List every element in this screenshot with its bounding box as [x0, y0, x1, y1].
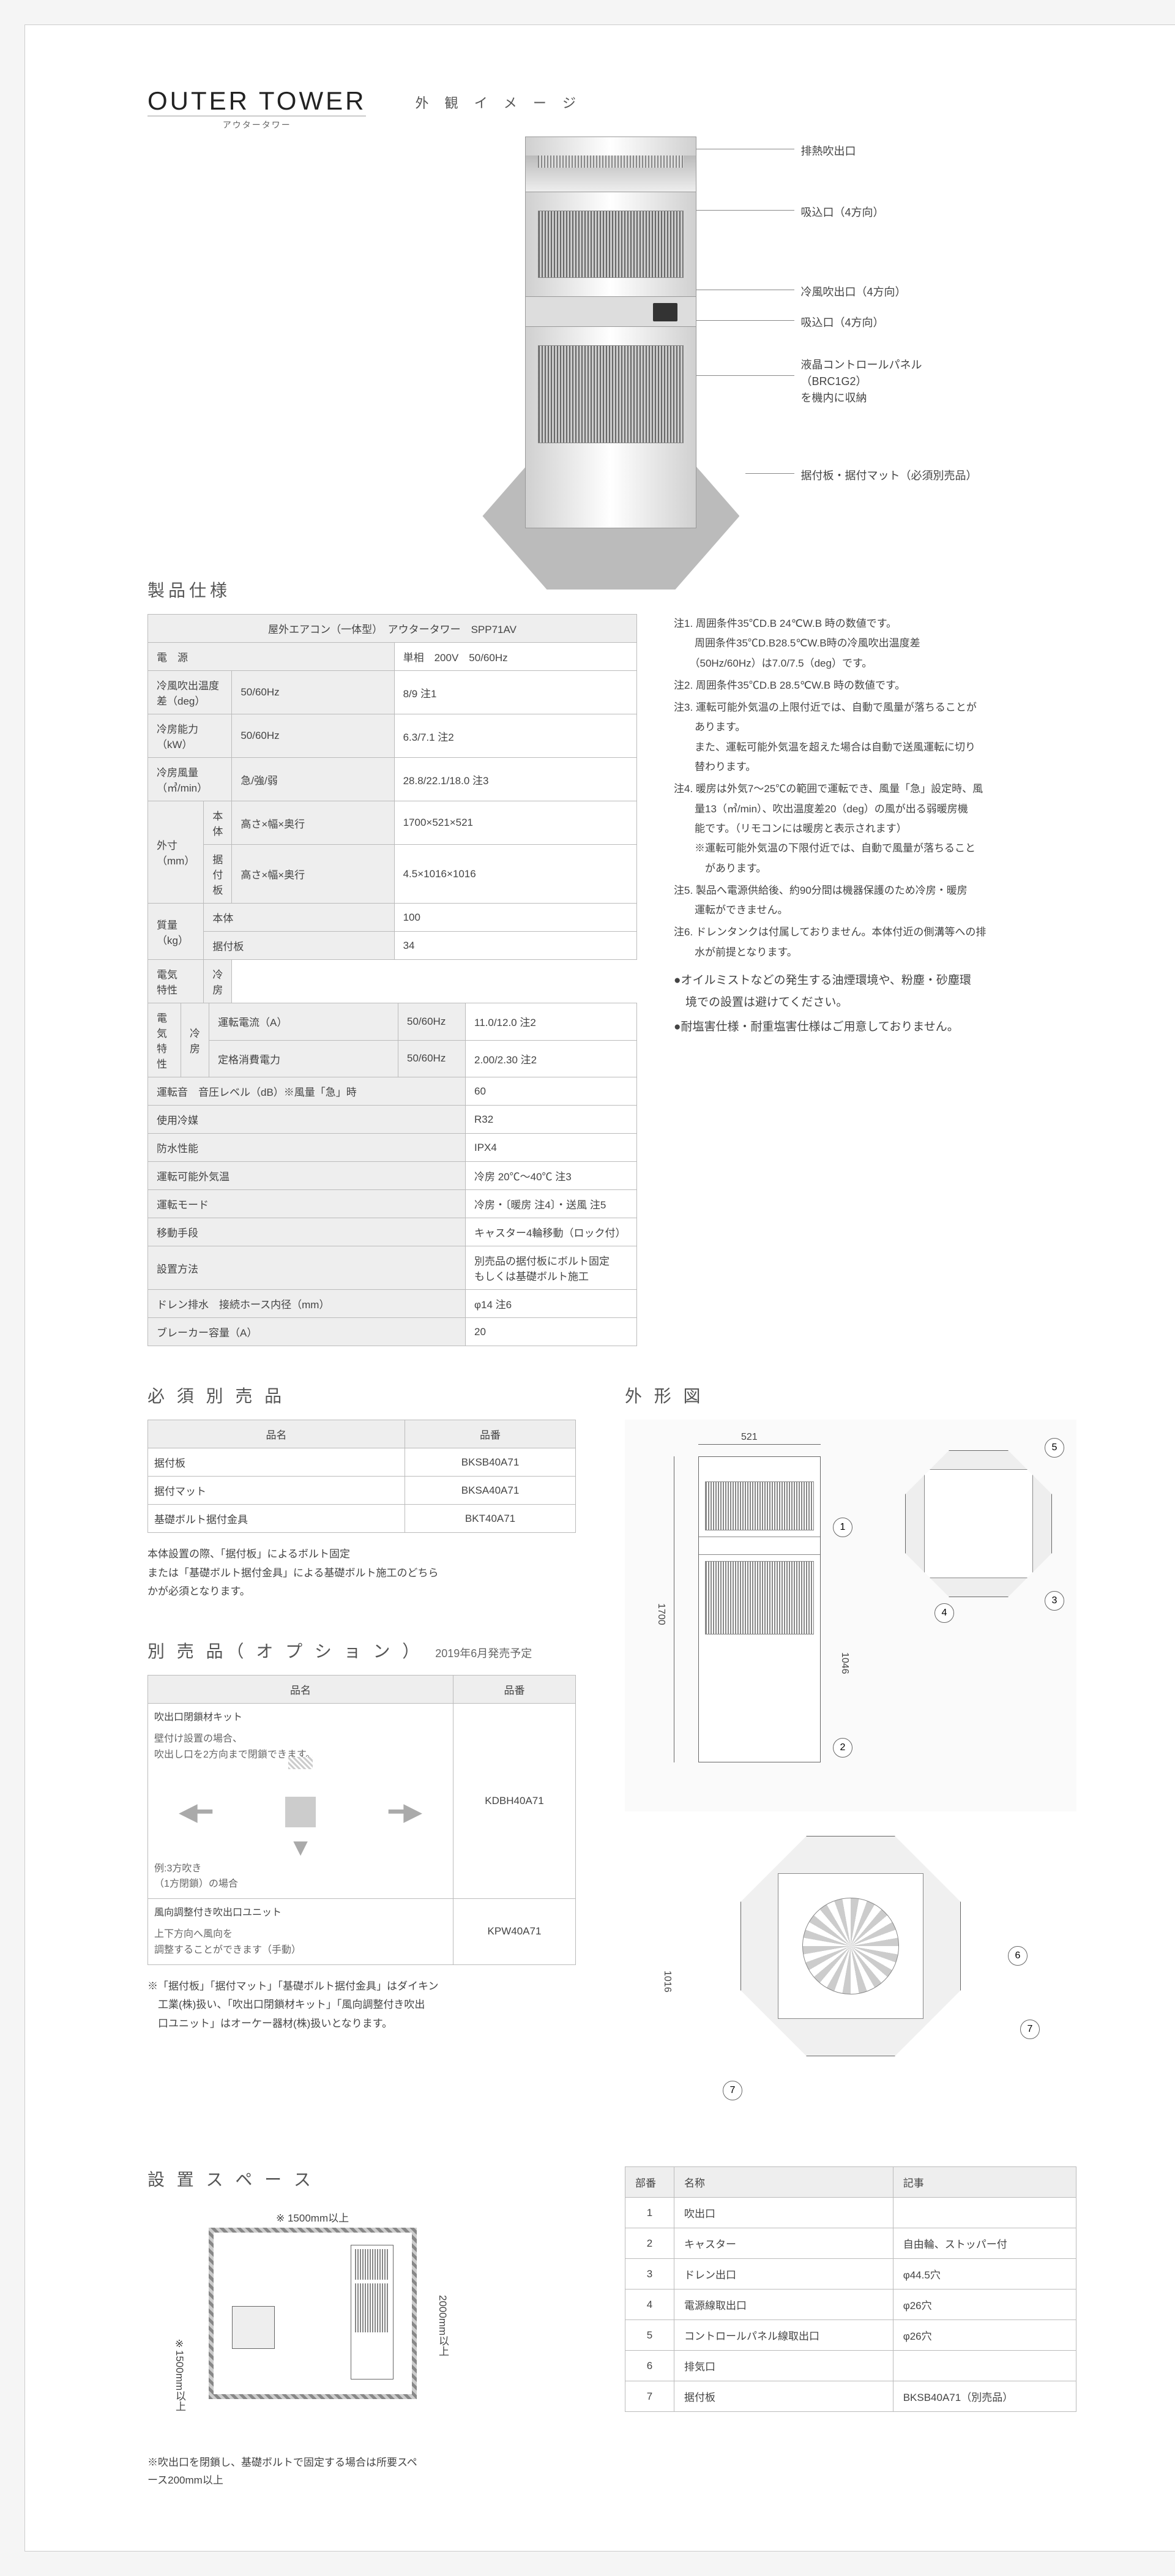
- callout-1: 1: [833, 1518, 852, 1537]
- callout-2: 2: [833, 1738, 852, 1758]
- section-required-title: 必 須 別 売 品: [147, 1383, 576, 1407]
- options-table: 品名品番 吹出口閉鎖材キット 壁付け設置の場合、 吹出し口を2方向まで閉鎖できま…: [147, 1675, 576, 1965]
- section-options-title: 別 売 品（ オ プ シ ョ ン ）: [147, 1638, 423, 1663]
- required-note: 本体設置の際、「据付板」によるボルト固定 または「基礎ボルト据付金具」による基礎…: [147, 1545, 576, 1601]
- callout-7: 7: [1020, 2020, 1040, 2039]
- hero-image: 排熱吹出口 吸込口（4方向） 冷風吹出口（4方向） 吸込口（4方向） 液晶コント…: [476, 112, 1076, 553]
- callout-coldout: 冷風吹出口（4方向）: [800, 283, 906, 299]
- options-footnote: ※「据付板」「据付マット」「基礎ボルト据付金具」はダイキン 工業(株)扱い、「吹…: [147, 1977, 576, 2034]
- release-date: 2019年6月発売予定: [435, 1645, 532, 1661]
- parts-table: 部番名称記事 1吹出口 2キャスター自由輪、ストッパー付 3ドレン出口φ44.5…: [625, 2166, 1076, 2412]
- logo-text: OUTER TOWER: [147, 86, 366, 116]
- required-table: 品名品番 据付板BKSB40A71 据付マットBKSA40A71 基礎ボルト据付…: [147, 1420, 576, 1533]
- spec-table: 屋外エアコン（一体型） アウタータワー SPP71AV 電 源単相 200V 5…: [147, 614, 637, 1346]
- top-view: [905, 1450, 1052, 1597]
- drawing-front-top: 521 1 2 1700 1046 5 3 4: [625, 1420, 1076, 1811]
- callout-mount: 据付板・据付マット（必須別売品）: [800, 467, 977, 483]
- callout-lcd: 液晶コントロールパネル （BRC1G2） を機内に収納: [800, 357, 922, 406]
- section-appearance-title: 外 観 イ メ ー ジ: [415, 92, 1076, 112]
- section-drawing-title: 外 形 図: [625, 1383, 1076, 1407]
- tower-unit: [525, 137, 696, 528]
- callout-6: 6: [1008, 1946, 1028, 1966]
- callout-4: 4: [934, 1603, 954, 1623]
- install-diagram: ※ 1500mm以上 ※1500mm以上 2000mm以上: [147, 2203, 576, 2436]
- drawing-bottom: 1016 1016 6 7 7: [625, 1836, 1076, 2130]
- callout-7b: 7: [723, 2081, 742, 2100]
- logo-subtitle: アウタータワー: [147, 116, 366, 131]
- callout-3: 3: [1045, 1591, 1064, 1611]
- arrow-diagram: ◀━ ━▶ ▼: [154, 1775, 447, 1849]
- callout-5: 5: [1045, 1438, 1064, 1458]
- section-install-title: 設 置 ス ペ ー ス: [147, 2166, 576, 2191]
- callout-exhaust: 排熱吹出口: [800, 143, 856, 159]
- spec-header: 屋外エアコン（一体型） アウタータワー SPP71AV: [148, 615, 637, 643]
- spec-notes: 注1. 周囲条件35℃D.B 24℃W.B 時の数値です。 周囲条件35℃D.B…: [674, 614, 1076, 1041]
- install-note: ※吹出口を閉鎖し、基礎ボルトで固定する場合は所要スペ ース200mm以上: [147, 2454, 576, 2490]
- callout-intake2: 吸込口（4方向）: [800, 314, 884, 330]
- logo: OUTER TOWER アウタータワー: [147, 86, 366, 131]
- callout-intake1: 吸込口（4方向）: [800, 204, 884, 220]
